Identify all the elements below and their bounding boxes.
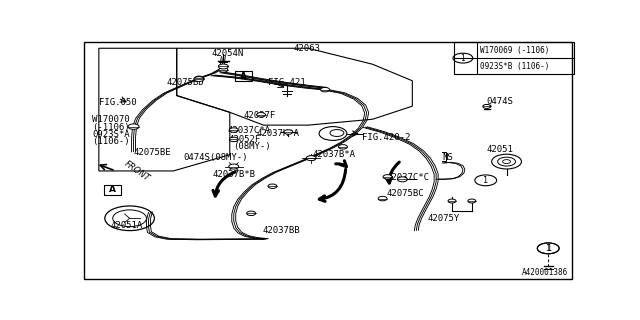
Circle shape: [229, 137, 238, 142]
Text: W170070: W170070: [92, 115, 130, 124]
Text: FRONT: FRONT: [123, 160, 152, 183]
Text: 42063: 42063: [293, 44, 320, 53]
Circle shape: [483, 104, 491, 108]
Circle shape: [268, 184, 277, 188]
Text: 42037B*A: 42037B*A: [312, 150, 355, 159]
Text: 42075BC: 42075BC: [387, 189, 424, 198]
Circle shape: [228, 164, 239, 169]
Text: A: A: [109, 185, 116, 194]
Circle shape: [218, 64, 228, 69]
Text: 1: 1: [545, 244, 551, 253]
Text: 42052F: 42052F: [229, 135, 261, 144]
Text: 42051: 42051: [486, 145, 513, 154]
Circle shape: [257, 113, 266, 117]
Circle shape: [307, 156, 316, 160]
Text: 42037BB: 42037BB: [262, 226, 300, 235]
Text: (08MY-): (08MY-): [233, 142, 270, 151]
Text: 42037F: 42037F: [244, 111, 276, 120]
Circle shape: [397, 177, 408, 182]
Text: 42051A: 42051A: [111, 221, 143, 230]
Text: 1: 1: [483, 176, 488, 185]
Text: 0923S*A: 0923S*A: [92, 130, 130, 139]
Text: 42054N: 42054N: [211, 49, 244, 58]
Text: FIG.421: FIG.421: [269, 78, 306, 87]
Text: FIG.420-2: FIG.420-2: [362, 133, 410, 142]
Text: FIG.050: FIG.050: [99, 98, 136, 107]
Text: 42037C*C: 42037C*C: [387, 173, 429, 182]
Text: 0474S(08MY-): 0474S(08MY-): [183, 153, 248, 162]
Text: 42075BE: 42075BE: [134, 148, 171, 157]
Text: 1: 1: [546, 244, 551, 253]
Circle shape: [468, 199, 476, 203]
Circle shape: [284, 130, 292, 134]
Circle shape: [229, 128, 238, 132]
Circle shape: [321, 87, 330, 92]
Text: 42037B*B: 42037B*B: [213, 170, 256, 179]
Text: 0474S: 0474S: [486, 97, 513, 106]
Circle shape: [306, 156, 316, 161]
Text: 42075Y: 42075Y: [428, 214, 460, 223]
Bar: [454, 42, 573, 74]
Circle shape: [378, 196, 387, 201]
Text: (-1106): (-1106): [92, 123, 130, 132]
Circle shape: [128, 124, 139, 129]
Text: A420001386: A420001386: [522, 268, 568, 277]
Circle shape: [246, 211, 255, 216]
Text: 42037H*A: 42037H*A: [256, 129, 299, 138]
Circle shape: [194, 76, 204, 82]
Circle shape: [105, 206, 154, 231]
Text: NS: NS: [442, 153, 453, 162]
Text: 42037C*A: 42037C*A: [228, 126, 271, 135]
Circle shape: [195, 76, 204, 81]
Circle shape: [383, 175, 392, 179]
Text: 42075BD: 42075BD: [167, 78, 204, 87]
Circle shape: [448, 199, 456, 203]
Text: 1: 1: [461, 54, 465, 63]
Text: W170069 (-1106): W170069 (-1106): [480, 46, 550, 55]
Text: 0923S*B (1106-): 0923S*B (1106-): [480, 62, 550, 71]
Text: A: A: [240, 72, 247, 81]
Text: (1106-): (1106-): [92, 137, 130, 146]
Circle shape: [219, 68, 228, 72]
Circle shape: [339, 145, 348, 149]
